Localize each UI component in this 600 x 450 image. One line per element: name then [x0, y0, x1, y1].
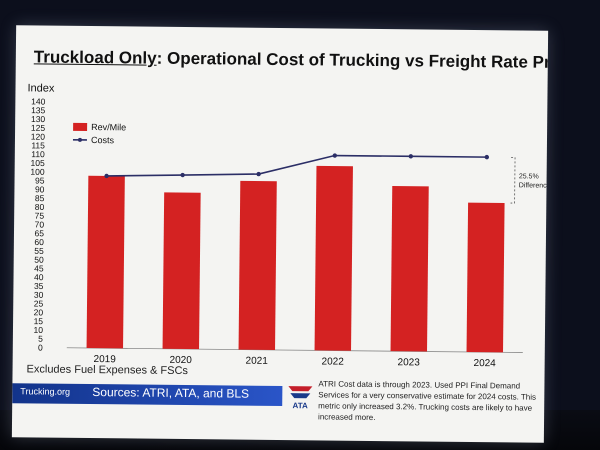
- bar-2022: [314, 165, 353, 351]
- x-axis-line: [66, 347, 523, 353]
- costs-line: [106, 154, 487, 177]
- y-tick-label: 140: [31, 96, 46, 106]
- y-tick-label: 135: [31, 105, 46, 115]
- y-tick-label: 105: [30, 158, 45, 168]
- y-tick-label: 125: [31, 123, 46, 133]
- costs-point-2024: [484, 154, 490, 160]
- x-tick-label: 2019: [93, 354, 116, 365]
- y-tick-label: 20: [34, 307, 44, 317]
- bar-2020: [162, 192, 201, 350]
- y-tick-label: 0: [38, 342, 43, 352]
- y-tick-label: 40: [34, 272, 44, 282]
- y-tick-label: 5: [38, 334, 43, 344]
- y-axis-label: Index: [27, 82, 55, 94]
- legend-label-rev-mile: Rev/Mile: [91, 122, 126, 132]
- ata-logo: ATA: [288, 386, 313, 410]
- y-tick-label: 25: [34, 298, 44, 308]
- difference-annotation-text: 25.5%: [519, 173, 539, 180]
- y-tick-label: 100: [30, 167, 45, 177]
- y-tick-label: 60: [34, 237, 44, 247]
- costs-point-2019: [104, 173, 109, 179]
- x-tick-label: 2023: [397, 357, 420, 368]
- presentation-slide: Truckload Only: Operational Cost of Truc…: [11, 25, 549, 443]
- legend-swatch-rev-mile: [73, 122, 88, 131]
- footer-sources: Sources: ATRI, ATA, and BLS: [92, 385, 250, 401]
- y-tick-label: 15: [34, 316, 44, 326]
- y-tick-label: 130: [31, 114, 46, 124]
- svg-text:ATA: ATA: [293, 401, 309, 410]
- y-tick-label: 30: [34, 290, 44, 300]
- legend-label-costs: Costs: [91, 135, 115, 145]
- y-tick-label: 65: [34, 228, 44, 238]
- difference-annotation-text: Difference: [519, 182, 548, 189]
- y-tick-label: 10: [33, 325, 43, 335]
- x-tick-label: 2022: [321, 356, 344, 367]
- y-tick-label: 115: [31, 140, 45, 150]
- y-tick-label: 90: [35, 184, 45, 194]
- y-tick-label: 95: [35, 176, 45, 186]
- costs-point-2021: [256, 171, 261, 177]
- footer-org-link[interactable]: Trucking.org: [20, 386, 71, 397]
- bar-2019: [86, 175, 125, 349]
- y-tick-label: 55: [34, 246, 44, 256]
- y-tick-label: 35: [34, 281, 44, 291]
- x-tick-label: 2021: [245, 356, 268, 367]
- y-tick-label: 45: [34, 263, 44, 273]
- y-tick-label: 110: [31, 149, 45, 159]
- bar-2021: [238, 180, 277, 350]
- footnote-exclusions: Excludes Fuel Expenses & FSCs: [26, 363, 189, 378]
- bar-2023: [390, 186, 429, 352]
- costs-point-2022: [332, 153, 338, 158]
- legend-marker-costs: [77, 137, 82, 142]
- y-tick-label: 80: [35, 202, 45, 212]
- costs-point-2023: [408, 154, 414, 159]
- y-tick-label: 120: [31, 132, 46, 142]
- bar-line-chart: Index05101520253035404550556065707580859…: [27, 82, 548, 369]
- y-tick-label: 70: [35, 219, 45, 229]
- y-tick-label: 85: [35, 193, 45, 203]
- y-tick-label: 50: [34, 255, 44, 265]
- bar-2024: [466, 202, 505, 353]
- x-tick-label: 2020: [169, 355, 192, 366]
- difference-bracket: [510, 156, 516, 204]
- x-tick-label: 2024: [473, 358, 496, 369]
- y-tick-label: 75: [35, 211, 45, 221]
- costs-point-2020: [180, 172, 185, 178]
- footnote-cost-data: ATRI Cost data is through 2023. Used PPI…: [318, 379, 537, 423]
